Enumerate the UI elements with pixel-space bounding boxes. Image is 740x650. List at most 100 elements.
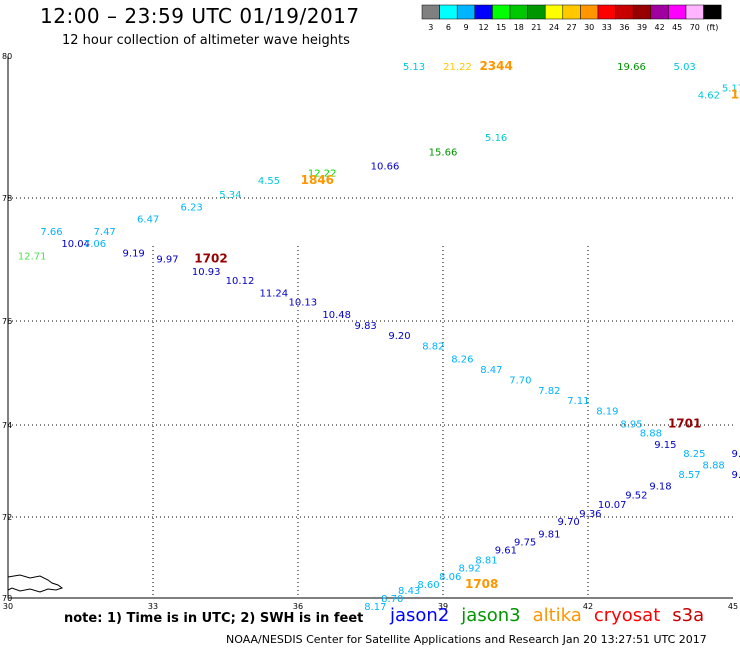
lon-label: 30: [3, 602, 13, 611]
lon-label: 42: [583, 602, 593, 611]
legend-label: 33: [602, 23, 612, 32]
credit-text: NOAA/NESDIS Center for Satellite Applica…: [226, 633, 707, 646]
swh-label: 8.82: [422, 342, 444, 353]
swh-label: 9.35: [732, 449, 740, 460]
swh-label: 10.07: [598, 500, 627, 511]
swh-label: 10.93: [192, 267, 221, 278]
swh-label: 8.17: [364, 602, 386, 613]
legend-swatch: [703, 4, 722, 20]
lon-label: 33: [148, 602, 158, 611]
sat-s3a: s3a: [672, 605, 705, 626]
swh-label: 1708: [465, 577, 498, 591]
swh-label: 9.19: [123, 248, 145, 259]
swh-label: 5.17: [722, 84, 740, 95]
legend-swatch: [509, 4, 528, 20]
legend-swatch: [615, 4, 634, 20]
swh-label: 1846: [301, 173, 334, 187]
swh-label: 8.06: [439, 572, 461, 583]
swh-label: 8.25: [683, 449, 705, 460]
swh-label: 10.12: [226, 276, 255, 287]
swh-label: 9.97: [156, 255, 178, 266]
page-subtitle: 12 hour collection of altimeter wave hei…: [62, 33, 350, 48]
legend-label: 3: [428, 23, 433, 32]
swh-label: 5.13: [403, 62, 425, 73]
swh-label: 9.75: [514, 537, 536, 548]
legend-label: 18: [514, 23, 524, 32]
swh-label: 8.60: [417, 580, 439, 591]
swh-label: 4.62: [698, 91, 720, 102]
lon-label: 36: [293, 602, 303, 611]
swh-label: 9.83: [355, 321, 377, 332]
swh-label: 9.36: [579, 509, 601, 520]
lat-label: 78: [2, 194, 12, 203]
swh-label: 7.11: [567, 396, 589, 407]
swh-label: 8.19: [596, 407, 618, 418]
swh-label: 9.81: [538, 529, 560, 540]
swh-label: 21.22: [443, 62, 472, 73]
swh-label: 8.88: [640, 429, 662, 440]
note-text: note: 1) Time is in UTC; 2) SWH is in fe…: [64, 611, 364, 626]
legend-label: 42: [655, 23, 665, 32]
swh-label: 11.24: [260, 288, 289, 299]
swh-label: 7.82: [538, 386, 560, 397]
swh-label: 10.04: [61, 239, 90, 250]
legend-label: 39: [637, 23, 647, 32]
swh-label: 8.70: [381, 594, 403, 605]
swh-label: 15.66: [429, 147, 458, 158]
legend-label: 45: [672, 23, 682, 32]
swh-label: 8.43: [398, 586, 420, 597]
coastline-icon: [7, 574, 64, 593]
sat-jason2: jason2: [390, 605, 450, 626]
legend-swatch: [668, 4, 687, 20]
swh-label: 10.66: [371, 162, 400, 173]
legend-label: 9: [463, 23, 468, 32]
swh-label: 8.47: [480, 365, 502, 376]
legend-swatch: [474, 4, 493, 20]
sat-jason3: jason3: [461, 605, 521, 626]
legend-label: (ft): [706, 23, 718, 32]
swh-label: 9.15: [654, 440, 676, 451]
swh-label: 5.34: [219, 190, 241, 201]
swh-label: 9.52: [625, 491, 647, 502]
legend-label: 6: [446, 23, 451, 32]
satellite-legend: jason2 jason3 altika cryosat s3a: [390, 605, 716, 626]
lon-label: 39: [438, 602, 448, 611]
swh-label: 1845: [731, 88, 740, 102]
legend-swatch: [527, 4, 546, 20]
swh-label: 2344: [479, 59, 512, 73]
swh-label: 7.66: [40, 227, 62, 238]
legend-swatch: [492, 4, 511, 20]
lat-label: 70: [2, 594, 12, 603]
swh-label: 1702: [194, 252, 227, 266]
swh-label: 5.16: [485, 133, 507, 144]
swh-label: 9.70: [558, 517, 580, 528]
legend-label: 30: [584, 23, 594, 32]
legend-swatch: [439, 4, 458, 20]
sat-altika: altika: [532, 605, 582, 626]
swh-label: 12.71: [18, 252, 47, 263]
swh-label: 7.06: [84, 239, 106, 250]
page-title: 12:00 – 23:59 UTC 01/19/2017: [40, 4, 360, 28]
swh-label: 10.13: [289, 298, 318, 309]
legend-swatch: [421, 4, 440, 20]
swh-label: 1701: [668, 416, 701, 430]
swh-label: 19.66: [617, 62, 646, 73]
lat-label: 76: [2, 317, 12, 326]
swh-label: 9.10: [732, 470, 740, 481]
swh-label: 7.47: [94, 227, 116, 238]
legend-label: 24: [549, 23, 559, 32]
swh-label: 4.55: [258, 176, 280, 187]
sat-cryosat: cryosat: [593, 605, 661, 626]
swh-label: 8.92: [458, 564, 480, 575]
lon-label: 45: [728, 602, 738, 611]
swh-label: 8.95: [620, 419, 642, 430]
lat-label: 74: [2, 421, 12, 430]
legend-swatch: [562, 4, 581, 20]
swh-label: 8.26: [451, 355, 473, 366]
lat-label: 72: [2, 513, 12, 522]
swh-label: 7.70: [509, 375, 531, 386]
legend-label: 27: [567, 23, 577, 32]
swh-label: 5.03: [674, 62, 696, 73]
legend-swatch: [597, 4, 616, 20]
